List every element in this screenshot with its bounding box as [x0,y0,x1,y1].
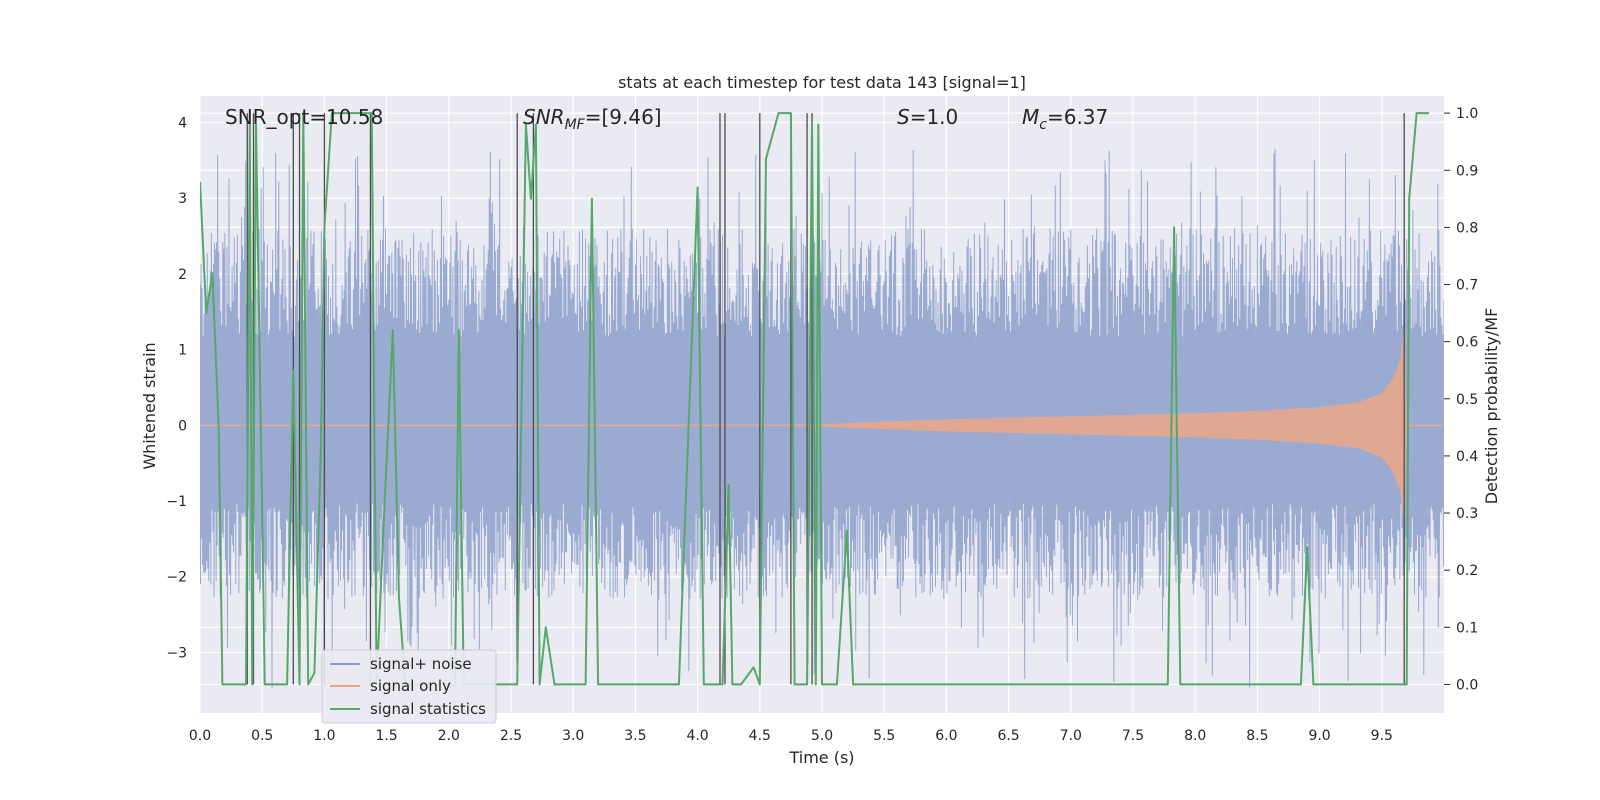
y-right-tick-label: 1.0 [1456,106,1478,122]
x-tick-label: 2.5 [500,728,522,744]
y-right-tick-label: 0.9 [1456,163,1478,179]
right-axis-ticks: 1.0 0.9 0.8 0.7 0.6 0.5 0.4 0.3 0.2 0.1 0.0 [1444,106,1478,693]
statistics-series [200,112,1430,686]
x-tick-label: 8.0 [1184,728,1206,744]
x-tick-label: 7.5 [1122,728,1144,744]
y-left-tick-label: 0 [178,418,187,434]
legend-label-statistics: signal statistics [370,700,486,718]
y-right-tick-label: 0.4 [1456,449,1478,465]
plot-layer [200,112,1444,689]
y-right-tick-label: 0.6 [1456,335,1478,351]
statistics-line [200,112,1430,686]
x-tick-label: 6.5 [997,728,1019,744]
x-tick-label: 0.5 [251,728,273,744]
noise-series [200,148,1444,689]
right-axis-label: Detection probability/MF [1482,308,1501,505]
x-axis-label: Time (s) [788,748,854,767]
y-right-tick-label: 0.1 [1456,620,1478,636]
x-tick-label: 6.0 [935,728,957,744]
left-axis-ticks: 4 3 2 1 0 −1 −2 −3 [166,115,187,661]
y-left-tick-label: 3 [178,191,187,207]
x-tick-label: 4.5 [749,728,771,744]
x-axis-ticks: 0.0 0.5 1.0 1.5 2.0 2.5 3.0 3.5 4.0 4.5 5.0 5.5 6.0 6… [189,728,1393,744]
annotation-snr-opt: SNR_opt=10.58 [225,105,383,129]
y-left-tick-label: 2 [178,267,187,283]
x-tick-label: 4.0 [686,728,708,744]
x-tick-label: 1.5 [375,728,397,744]
x-tick-label: 9.0 [1308,728,1330,744]
y-right-tick-label: 0.8 [1456,220,1478,236]
x-tick-label: 0.0 [189,728,211,744]
x-tick-label: 3.5 [624,728,646,744]
chart-title: stats at each timestep for test data 143… [618,73,1026,92]
legend: signal+ noise signal only signal statist… [321,649,497,724]
y-right-tick-label: 0.7 [1456,278,1478,294]
left-axis-label: Whitened strain [140,342,159,469]
y-left-tick-label: −2 [166,570,187,586]
y-right-tick-label: 0.3 [1456,506,1478,522]
y-right-tick-label: 0.0 [1456,677,1478,693]
annotation-s: S=1.0 [897,105,958,129]
legend-label-signal: signal only [370,677,451,695]
x-tick-label: 8.5 [1246,728,1268,744]
annotation-snr-mf: SNRMF=[9.46] [523,105,662,133]
legend-box [321,649,497,724]
legend-label-noise: signal+ noise [370,655,472,673]
y-right-tick-label: 0.2 [1456,563,1478,579]
x-tick-label: 2.0 [438,728,460,744]
y-left-tick-label: −3 [166,645,187,661]
x-tick-label: 7.0 [1060,728,1082,744]
x-tick-label: 5.0 [811,728,833,744]
signal-series [200,323,1444,528]
x-tick-label: 1.0 [313,728,335,744]
noise-trace [200,148,1444,689]
y-left-tick-label: 1 [178,343,187,359]
y-left-tick-label: −1 [166,494,187,510]
x-tick-label: 5.5 [873,728,895,744]
annotation-mc: Mc=6.37 [1022,105,1108,133]
x-tick-label: 9.5 [1371,728,1393,744]
y-right-tick-label: 0.5 [1456,392,1478,408]
y-left-tick-label: 4 [178,115,187,131]
x-tick-label: 3.0 [562,728,584,744]
